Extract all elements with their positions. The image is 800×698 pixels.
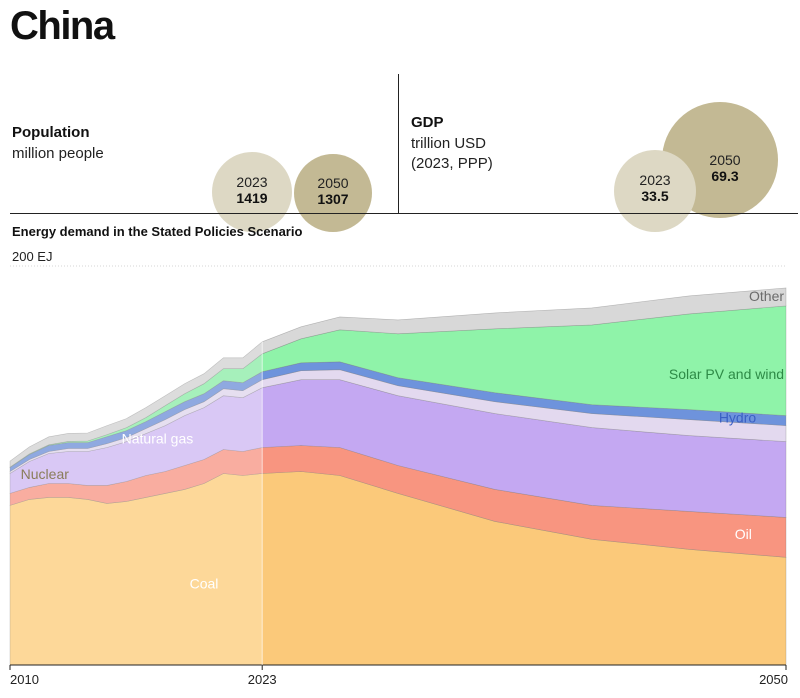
x-tick-label-2010: 2010 bbox=[10, 672, 39, 687]
series-label-nuclear: Nuclear bbox=[21, 466, 70, 482]
area-hydro bbox=[262, 361, 787, 426]
series-label-solar-pv-and-wind: Solar PV and wind bbox=[669, 366, 784, 382]
area-solar-pv-and-wind bbox=[262, 305, 787, 416]
area-other bbox=[262, 287, 787, 355]
population-subtitle: million people bbox=[12, 145, 104, 162]
population-bubble-2023: 2023 1419 bbox=[212, 152, 292, 232]
x-tick-label-2050: 2050 bbox=[759, 672, 788, 687]
population-bubble-2050: 2050 1307 bbox=[294, 154, 372, 232]
gdp-2050-year: 2050 bbox=[709, 152, 741, 168]
gdp-2023-value: 33.5 bbox=[641, 188, 669, 204]
series-label-oil: Oil bbox=[735, 526, 752, 542]
population-2050-value: 1307 bbox=[317, 191, 349, 207]
section-divider bbox=[10, 213, 798, 214]
area-nuclear bbox=[262, 369, 787, 442]
gdp-bubble-2023: 2023 33.5 bbox=[614, 150, 696, 232]
gdp-title: GDP bbox=[411, 114, 444, 131]
area-other-historical bbox=[9, 341, 263, 468]
series-label-hydro: Hydro bbox=[719, 410, 757, 426]
population-2023-year: 2023 bbox=[236, 174, 268, 190]
population-title: Population bbox=[12, 124, 90, 141]
series-label-other: Other bbox=[749, 288, 784, 304]
gdp-2050-value: 69.3 bbox=[711, 168, 739, 184]
chart-title: Energy demand in the Stated Policies Sce… bbox=[12, 224, 303, 239]
series-label-coal: Coal bbox=[190, 575, 219, 591]
gdp-subtitle-basis: (2023, PPP) bbox=[411, 155, 493, 172]
x-tick-label-2023: 2023 bbox=[248, 672, 277, 687]
chart-unit-label: 200 EJ bbox=[12, 249, 53, 264]
gdp-2023-year: 2023 bbox=[639, 172, 671, 188]
population-2023-value: 1419 bbox=[236, 190, 268, 206]
gdp-subtitle-unit: trillion USD bbox=[411, 135, 487, 152]
area-oil bbox=[262, 445, 787, 558]
population-2050-year: 2050 bbox=[317, 175, 349, 191]
series-label-natural-gas: Natural gas bbox=[122, 431, 194, 447]
panel-divider bbox=[398, 74, 399, 214]
area-natural-gas bbox=[262, 379, 787, 518]
page-title: China bbox=[10, 4, 115, 48]
